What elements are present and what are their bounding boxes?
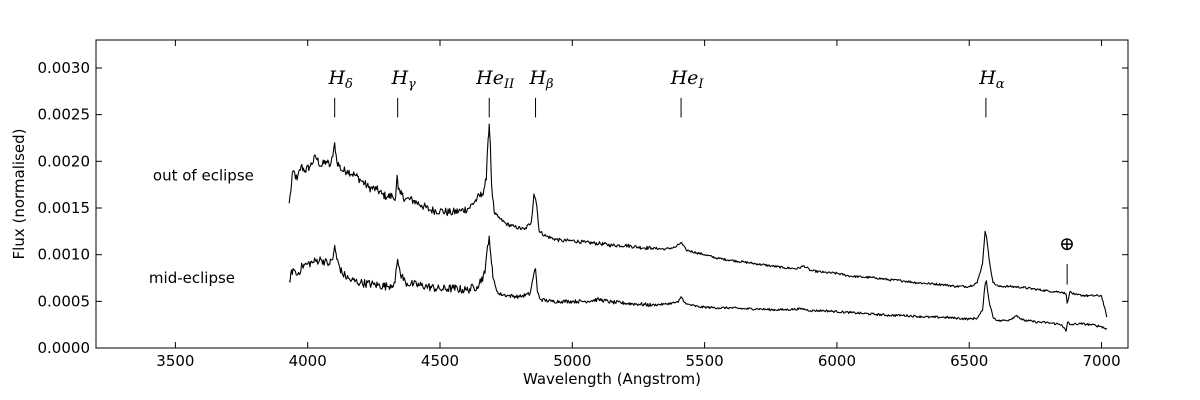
- x-tick-label: 5000: [553, 352, 591, 370]
- telluric-marker-label: ⊕: [1059, 233, 1075, 255]
- x-tick-label: 6500: [950, 352, 988, 370]
- y-tick-label: 0.0020: [38, 152, 91, 170]
- y-tick-label: 0.0025: [38, 106, 91, 124]
- series-label: mid-eclipse: [149, 269, 235, 287]
- spectrum-line-out-of-eclipse: [288, 123, 1108, 318]
- y-tick-label: 0.0010: [38, 246, 91, 264]
- x-tick-label: 3500: [156, 352, 194, 370]
- plot-frame: [95, 39, 1129, 349]
- line-marker-label: HeI: [670, 67, 705, 92]
- y-tick-label: 0.0030: [38, 59, 91, 77]
- plot-area: out of eclipse mid-eclipse 3500 4000 4500 500…: [38, 39, 1129, 370]
- spectrum-line-mid-eclipse: [288, 235, 1108, 332]
- x-tick-label: 6000: [818, 352, 856, 370]
- x-tick-label: 4500: [421, 352, 459, 370]
- y-tick-label: 0.0005: [38, 292, 91, 310]
- line-marker-label: Hα: [978, 67, 1005, 92]
- x-tick-label: 4000: [289, 352, 327, 370]
- x-axis-label: Wavelength (Angstrom): [523, 370, 701, 388]
- y-tick-label: 0.0000: [38, 339, 91, 357]
- series-label: out of eclipse: [153, 166, 254, 184]
- line-marker-label: Hγ: [390, 67, 416, 92]
- line-marker-label: Hβ: [528, 67, 553, 92]
- y-axis-label: Flux (normalised): [10, 129, 28, 260]
- line-marker-label: HeII: [475, 67, 515, 92]
- y-tick-label: 0.0015: [38, 199, 91, 217]
- x-tick-label: 5500: [686, 352, 724, 370]
- line-marker-label: Hδ: [327, 67, 353, 92]
- x-tick-label: 7000: [1082, 352, 1120, 370]
